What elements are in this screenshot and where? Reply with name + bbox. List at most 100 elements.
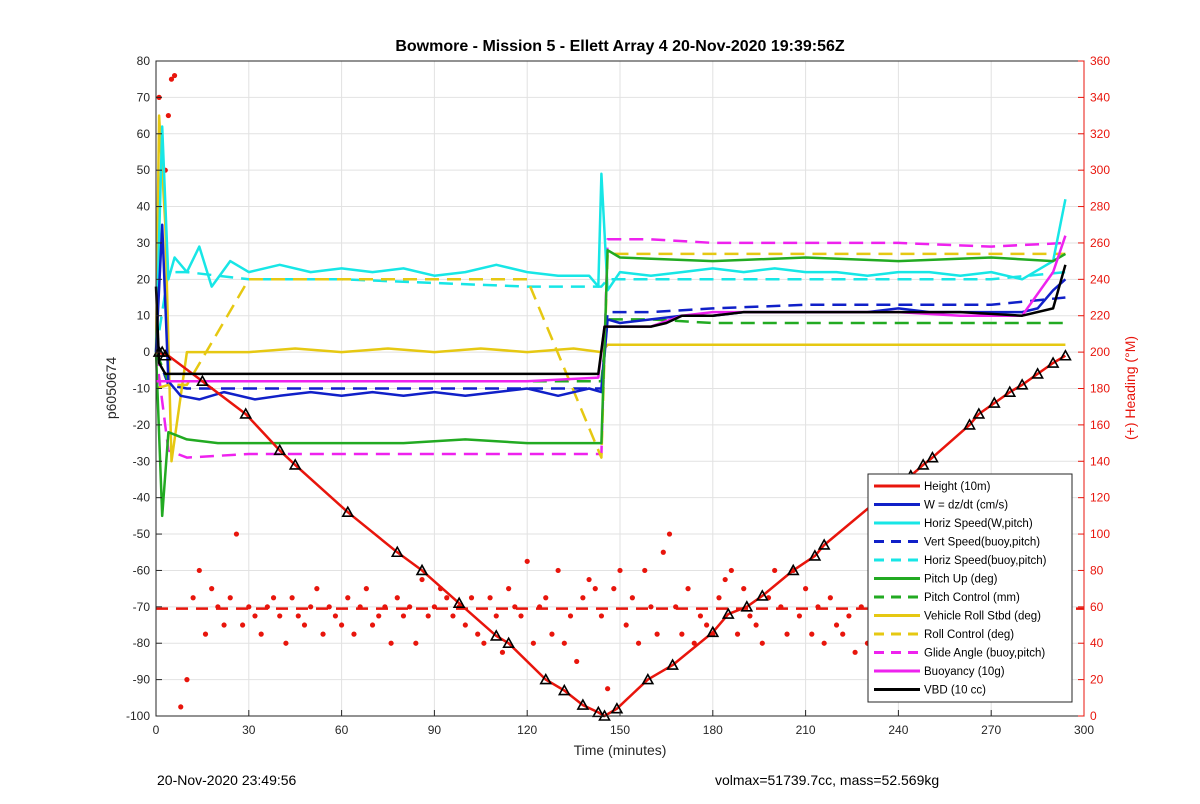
right-tick-label: 220 [1090, 309, 1110, 323]
heading-point [264, 604, 270, 610]
right-tick-label: 160 [1090, 418, 1110, 432]
heading-point [704, 622, 710, 628]
heading-point [833, 622, 840, 628]
height-marker [341, 505, 355, 518]
right-tick-label: 140 [1090, 454, 1110, 468]
series-line [154, 125, 1067, 353]
heading-point [506, 586, 512, 592]
heading-point [487, 595, 493, 601]
heading-point [679, 631, 685, 637]
heading-point [778, 604, 784, 610]
heading-point [574, 658, 580, 665]
legend-label: Glide Angle (buoy,pitch) [924, 648, 1045, 660]
legend-label: Horiz Speed(W,pitch) [924, 518, 1033, 530]
right-axis-label: (+) Heading (°M) [1122, 336, 1138, 440]
heading-point [555, 567, 561, 574]
heading-point [468, 595, 475, 601]
height-marker [817, 538, 831, 550]
x-tick-label: 240 [888, 723, 908, 737]
y-tick-label: -100 [126, 709, 150, 723]
right-tick-label: 20 [1090, 673, 1104, 687]
heading-point [809, 631, 815, 637]
heading-point [233, 531, 240, 537]
height-marker [610, 702, 624, 714]
chart-title: Bowmore - Mission 5 - Ellett Array 4 20-… [395, 38, 845, 55]
heading-point [685, 586, 691, 592]
heading-point [642, 567, 648, 574]
series-lines [154, 114, 1067, 718]
height-marker [489, 629, 503, 641]
height-marker [576, 698, 590, 710]
right-tick-label: 200 [1090, 345, 1110, 359]
y-tick-label: -90 [133, 673, 151, 687]
x-tick-label: 180 [703, 723, 723, 737]
heading-point [821, 640, 827, 646]
legend-label: Buoyancy (10g) [924, 666, 1005, 678]
heading-point [382, 604, 388, 610]
heading-point [425, 613, 431, 619]
y-tick-label: 20 [137, 272, 151, 286]
legend-label: Pitch Up (deg) [924, 574, 998, 586]
series-line [154, 248, 1067, 518]
heading-point [561, 640, 567, 646]
heading-point [326, 604, 332, 610]
heading-point [611, 586, 617, 592]
heading-point [450, 613, 456, 619]
y-tick-label: -80 [133, 636, 151, 650]
footer-timestamp: 20-Nov-2020 23:49:56 [157, 772, 297, 788]
x-tick-label: 300 [1074, 723, 1094, 737]
y-tick-label: 50 [137, 163, 151, 177]
heading-point [289, 595, 295, 601]
heading-point [388, 640, 394, 646]
heading-point [623, 622, 629, 628]
y-tick-label: -30 [133, 454, 151, 468]
y-tick-label: 40 [137, 200, 151, 214]
heading-point [320, 631, 326, 637]
heading-point [666, 531, 673, 537]
heading-point [221, 622, 227, 628]
right-tick-label: 280 [1090, 200, 1110, 214]
heading-point [314, 586, 320, 592]
heading-point [524, 558, 530, 564]
heading-point [734, 631, 741, 637]
legend-label: VBD (10 cc) [924, 685, 986, 697]
heading-point [673, 604, 679, 610]
height-marker [706, 625, 720, 638]
heading-point [691, 640, 697, 646]
legend: Height (10m) W = dz/dt (cm/s) Horiz Speed(… [867, 473, 1073, 703]
heading-point [648, 604, 654, 610]
heading-point [852, 649, 858, 655]
heading-point [543, 595, 549, 601]
y-tick-label: -70 [133, 600, 151, 614]
y-tick-label: 60 [137, 127, 151, 141]
height-marker [1059, 349, 1072, 361]
heading-point [363, 586, 369, 592]
right-tick-label: 60 [1090, 600, 1104, 614]
heading-point [803, 586, 809, 592]
x-tick-label: 150 [610, 723, 630, 737]
y-tick-label: 70 [137, 90, 151, 104]
height-marker [1046, 356, 1060, 368]
heading-point [654, 631, 660, 637]
heading-point [394, 595, 400, 601]
heading-point [728, 567, 734, 574]
y-tick-label: -60 [133, 563, 151, 577]
heading-point [283, 640, 289, 646]
height-marker [808, 549, 822, 561]
heading-point [196, 567, 202, 574]
heading-point [431, 604, 437, 610]
heading-point [697, 613, 704, 619]
heading-point [660, 549, 666, 555]
heading-point [846, 613, 852, 619]
heading-point [171, 72, 178, 79]
heading-point [184, 677, 190, 683]
heading-point [605, 686, 611, 692]
heading-point [753, 622, 759, 628]
height-marker [972, 407, 986, 419]
height-marker [721, 607, 735, 619]
heading-point [512, 604, 518, 610]
heading-point [215, 604, 221, 610]
heading-point [536, 604, 543, 610]
heading-point [475, 631, 481, 637]
heading-point [357, 604, 363, 610]
